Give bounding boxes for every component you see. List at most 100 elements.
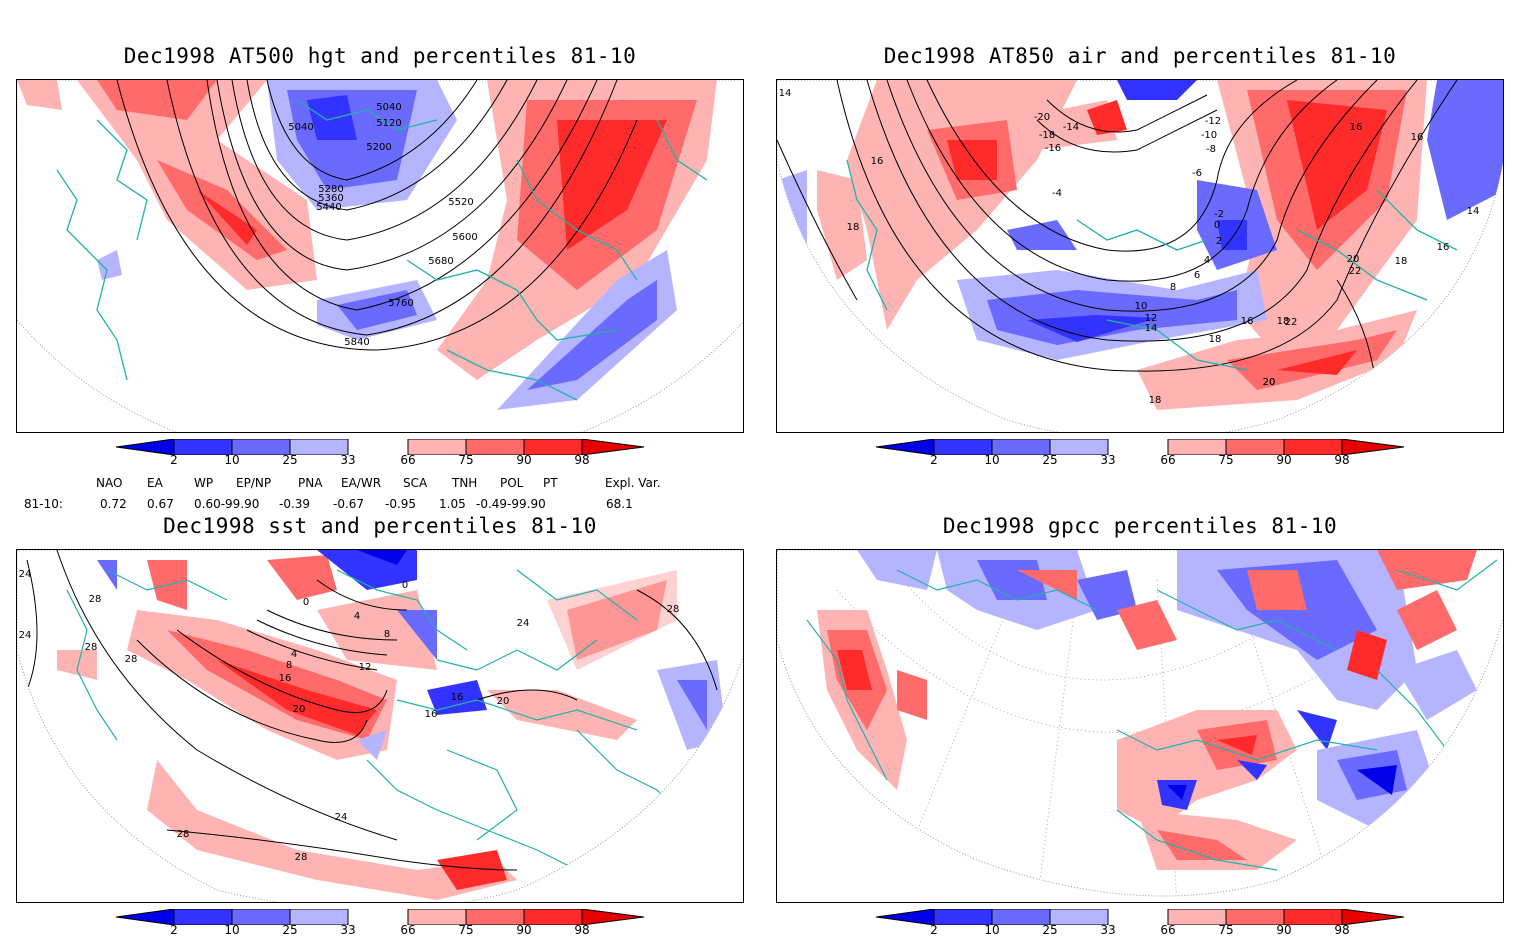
colorbar-label: 75 <box>1218 923 1234 937</box>
contour-label: 16 <box>1437 242 1450 253</box>
tele-header: Expl. Var. <box>605 476 661 490</box>
contour-label: 5520 <box>448 197 473 208</box>
colorbar-label: 75 <box>458 453 474 467</box>
contour-label: 6 <box>1194 270 1200 281</box>
contour-label: 16 <box>871 156 884 167</box>
contour-label: 0 <box>402 580 408 591</box>
contour-label: 20 <box>497 696 510 707</box>
contour-label: 28 <box>295 852 308 863</box>
colorbar-label: 90 <box>1276 923 1292 937</box>
contour-label: -18 <box>1039 130 1055 141</box>
contour-label: 18 <box>1395 256 1408 267</box>
contour-label: 8 <box>1170 282 1176 293</box>
contour-label: 0 <box>1214 220 1220 231</box>
contour-label: 8 <box>384 629 390 640</box>
contour-label: 5280 <box>318 184 343 195</box>
colorbar-panel1: 2 10 25 33 66 75 90 98 <box>116 439 644 479</box>
colorbar-label: 33 <box>340 923 356 937</box>
contour-label: 5120 <box>376 118 401 129</box>
panel4-map <box>776 549 1504 903</box>
tele-value: 1.05 <box>439 497 466 511</box>
contour-label: 20 <box>293 704 306 715</box>
colorbar-label: 25 <box>1042 453 1058 467</box>
colorbar-label: 33 <box>340 453 356 467</box>
colorbar-panel3: 2 10 25 33 66 75 90 98 <box>116 909 644 949</box>
contour-label: -6 <box>1192 168 1202 179</box>
colorbar-label: 90 <box>516 453 532 467</box>
contour-label: -10 <box>1201 130 1217 141</box>
colorbar-label: 2 <box>170 923 178 937</box>
contour-label: 18 <box>1277 316 1290 327</box>
contour-label: 16 <box>1241 316 1254 327</box>
colorbar-label: 75 <box>458 923 474 937</box>
contour-label: 28 <box>667 604 680 615</box>
contour-label: 18 <box>847 222 860 233</box>
tele-header: EP/NP <box>236 476 272 490</box>
contour-label: 20 <box>1263 377 1276 388</box>
colorbar-panel2: 2 10 25 33 66 75 90 98 <box>876 439 1404 479</box>
panel3-title: Dec1998 sst and percentiles 81-10 <box>163 514 597 538</box>
contour-label: 5440 <box>316 202 341 213</box>
colorbar-label: 2 <box>930 923 938 937</box>
contour-label: 16 <box>1350 122 1363 133</box>
tele-header: NAO <box>96 476 123 490</box>
tele-header: PT <box>543 476 558 490</box>
contour-label: 5840 <box>344 337 369 348</box>
tele-header: EA <box>147 476 163 490</box>
contour-label: 24 <box>19 569 32 580</box>
contour-label: -16 <box>1045 143 1061 154</box>
contour-label: 14 <box>779 88 792 99</box>
precip-patches <box>817 550 1477 870</box>
colorbar-label: 66 <box>400 453 416 467</box>
contour-label: 8 <box>286 660 292 671</box>
panel2-title: Dec1998 AT850 air and percentiles 81-10 <box>883 44 1397 68</box>
contour-label: -8 <box>1206 144 1216 155</box>
colorbar-label: 10 <box>224 923 240 937</box>
contour-label: 14 <box>1145 323 1158 334</box>
contour-label: 5680 <box>428 256 453 267</box>
colorbar-label: 66 <box>1160 453 1176 467</box>
tele-header: TNH <box>452 476 478 490</box>
contour-label: 5040 <box>376 102 401 113</box>
colorbar-label: 10 <box>224 453 240 467</box>
contour-label: 20 <box>1347 254 1360 265</box>
contour-label: -4 <box>1052 188 1062 199</box>
panel2-map: 14 16 18 -20 -18 -16 -14 -12 -10 -8 -6 -… <box>776 79 1504 433</box>
panel1-title: Dec1998 AT500 hgt and percentiles 81-10 <box>123 44 637 68</box>
colorbar-label: 2 <box>930 453 938 467</box>
colorbar-label: 90 <box>1276 453 1292 467</box>
contour-label: -20 <box>1034 112 1050 123</box>
tele-value: 68.1 <box>606 497 633 511</box>
contour-label: -2 <box>1214 209 1224 220</box>
colorbar-label: 90 <box>516 923 532 937</box>
colorbar-label: 25 <box>1042 923 1058 937</box>
tele-value: -0.39 <box>279 497 311 511</box>
contour-label: -14 <box>1063 122 1079 133</box>
contour-label: 12 <box>359 662 372 673</box>
contour-label: 5040 <box>288 122 313 133</box>
colorbar-panel4: 2 10 25 33 66 75 90 98 <box>876 909 1404 949</box>
contour-label: 0 <box>303 597 309 608</box>
contour-label: 5600 <box>452 232 477 243</box>
tele-value: 0.72 <box>100 497 127 511</box>
tele-header: SCA <box>403 476 428 490</box>
contour-label: 22 <box>1285 317 1298 328</box>
colorbar-label: 98 <box>1334 923 1350 937</box>
colorbar-label: 25 <box>282 453 298 467</box>
colorbar-label: 10 <box>984 923 1000 937</box>
contour-label: 5760 <box>388 298 413 309</box>
tele-value: 0.60-99.90 <box>194 497 260 511</box>
panel3-map: 24 24 28 28 28 0 0 4 8 4 8 12 16 20 16 1… <box>16 549 744 903</box>
contour-label: 16 <box>279 673 292 684</box>
tele-row-label: 81-10: <box>24 497 63 511</box>
tele-header: EA/WR <box>341 476 382 490</box>
contour-label: 5200 <box>366 142 391 153</box>
colorbar-label: 33 <box>1100 923 1116 937</box>
contour-label: 28 <box>177 829 190 840</box>
contour-label: 24 <box>19 630 32 641</box>
contour-label: 16 <box>451 692 464 703</box>
contour-label: 18 <box>1149 395 1162 406</box>
contour-label: 24 <box>335 812 348 823</box>
contour-label: 4 <box>354 611 360 622</box>
panel1-map: 5040 5120 5040 5200 5280 5360 5440 5520 … <box>16 79 744 433</box>
